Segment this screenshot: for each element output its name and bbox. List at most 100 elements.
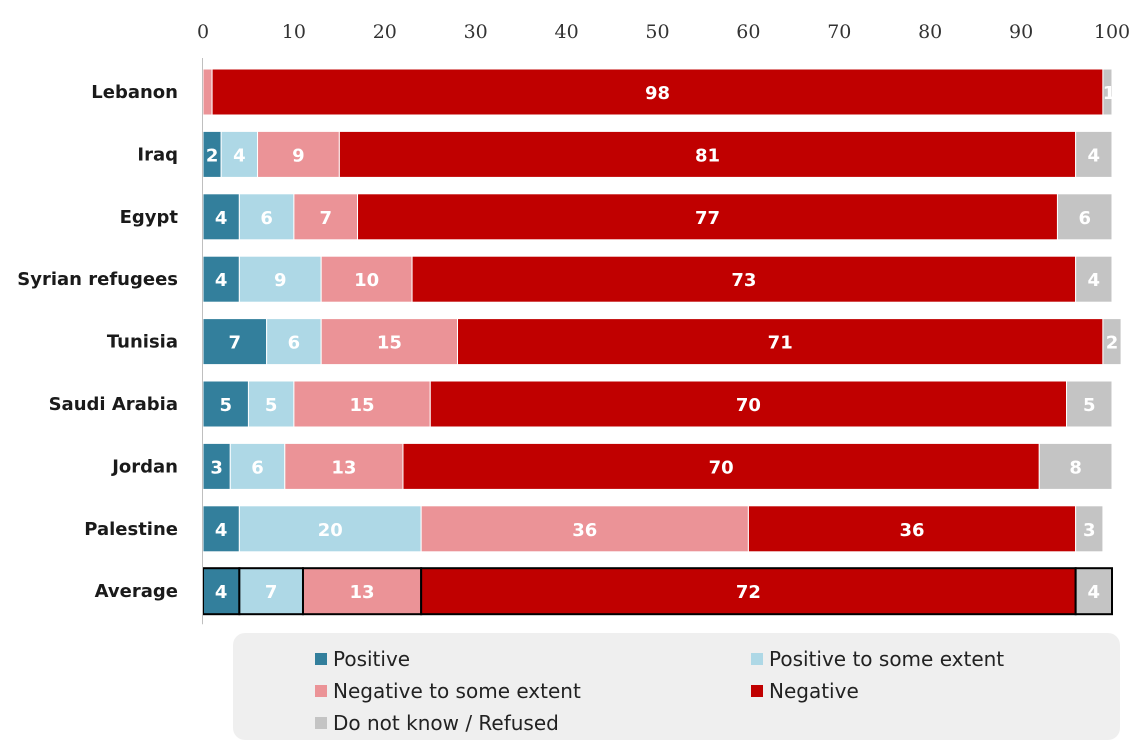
legend-item: Negative to some extent [315,679,581,703]
data-label: 4 [215,582,228,603]
x-tick-label: 70 [827,21,851,43]
bar-segment [238,255,322,303]
bar-segment [320,255,413,303]
data-label: 5 [219,395,232,416]
data-label: 4 [215,520,228,541]
legend: Positive Positive to some extent Negative … [233,633,1120,740]
data-label: 6 [288,333,301,354]
data-label: 73 [731,270,756,291]
data-label: 36 [899,520,924,541]
category-labels: Lebanon Iraq Egypt Syrian refugees Tunisia Sa… [17,82,178,602]
bar-segment [284,442,404,490]
data-label: 70 [709,457,734,478]
bar-segment [457,318,1104,366]
legend-item: Do not know / Refused [315,711,559,735]
bar-segment [202,68,213,116]
data-label: 2 [206,145,219,166]
data-label: 20 [318,520,343,541]
data-label: 15 [377,333,402,354]
data-label: 98 [645,83,670,104]
category-label: Egypt [120,207,179,228]
data-label: 7 [265,582,278,603]
bar-segment [338,130,1077,178]
data-label: 2 [1106,333,1119,354]
bar-segment [429,380,1068,428]
legend-item: Negative [751,679,859,703]
data-label: 4 [1088,145,1101,166]
data-label: 36 [572,520,597,541]
bar-segment [229,442,286,490]
data-label: 4 [1088,582,1101,603]
category-label: Palestine [84,519,178,540]
data-label: 4 [215,208,228,229]
x-tick-label: 80 [918,21,942,43]
bar-segment [411,255,1077,303]
bar-segment [301,567,423,616]
legend-label: Positive to some extent [769,647,1005,671]
x-axis-ticks: 0 10 20 30 40 50 60 70 80 90 100 [197,21,1130,43]
bar-segment [202,442,231,490]
x-tick-label: 40 [555,21,579,43]
legend-swatch [315,717,327,729]
bar-segment [1056,193,1113,241]
data-label: 5 [1083,395,1096,416]
bar-segment [1074,567,1114,616]
category-label: Lebanon [91,82,178,103]
data-label: 9 [274,270,287,291]
x-tick-label: 20 [373,21,397,43]
category-label: Average [95,581,178,602]
data-label: 4 [215,270,228,291]
data-label: 3 [1083,520,1096,541]
x-tick-label: 90 [1009,21,1033,43]
bar-segment [747,505,1077,553]
data-label: 6 [260,208,273,229]
data-label: 1 [1103,83,1116,104]
data-label: 4 [1088,270,1101,291]
bar-segment [202,318,268,366]
bar-segment [320,318,459,366]
category-label: Tunisia [107,332,178,353]
category-label: Jordan [110,456,178,477]
bar-segment [266,318,322,366]
legend-item: Positive [315,647,410,671]
legend-label: Do not know / Refused [333,711,559,735]
bar-segment [420,567,1077,616]
legend-swatch [751,685,763,697]
bar-segment [402,442,1040,490]
bar-segment [420,505,749,553]
bar-segment [1075,255,1113,303]
x-tick-label: 0 [197,21,209,43]
bar-segment [238,567,304,616]
bar-segment [1075,130,1113,178]
bar-segment [211,68,1104,116]
bar-segment [1075,505,1104,553]
bar-segment [238,193,295,241]
data-label: 10 [354,270,379,291]
legend-item: Positive to some extent [751,647,1004,671]
bar-segment [293,193,359,241]
bar-segment [1038,442,1113,490]
bars: 0019812498144677764910734761571255157053… [198,68,1122,616]
data-label: 8 [1069,457,1082,478]
category-label: Saudi Arabia [49,394,178,415]
legend-swatch [751,653,763,665]
data-label: 9 [292,145,305,166]
data-label: 7 [319,208,332,229]
x-tick-label: 50 [645,21,669,43]
data-label: 5 [265,395,278,416]
data-label: 13 [350,582,375,603]
data-label: 70 [736,395,761,416]
x-tick-label: 60 [736,21,760,43]
legend-swatch [315,685,327,697]
data-label: 3 [210,457,223,478]
x-tick-label: 100 [1094,21,1130,43]
legend-label: Negative [769,679,859,703]
category-label: Syrian refugees [17,269,178,290]
data-label: 77 [695,208,720,229]
x-tick-label: 10 [282,21,306,43]
data-label: 4 [233,145,246,166]
bar-segment [293,380,431,428]
category-label: Iraq [137,144,178,165]
bar-segment [1066,380,1113,428]
